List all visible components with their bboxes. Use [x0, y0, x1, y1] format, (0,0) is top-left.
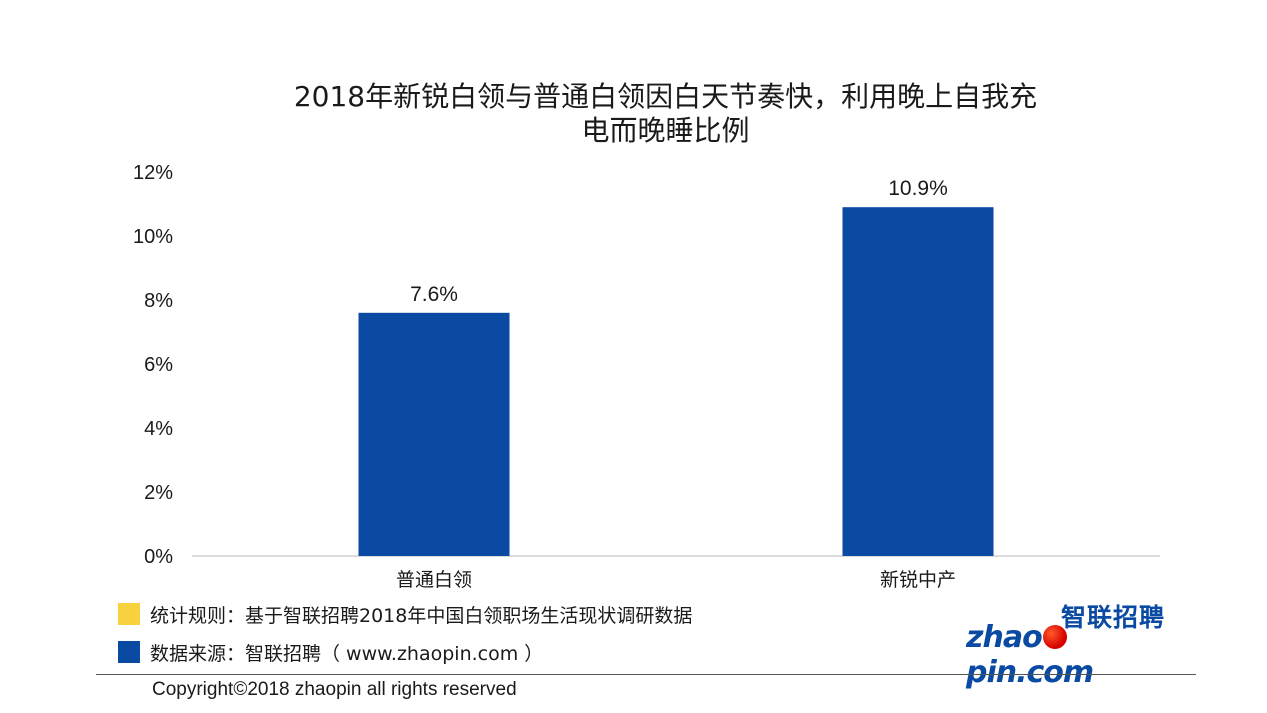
- footer-divider: [96, 674, 1196, 675]
- x-axis: 普通白领 新锐中产: [396, 569, 956, 591]
- chart-title-line1: 2018年新锐白领与普通白领因白天节奏快，利用晚上自我充: [293, 80, 1038, 113]
- y-tick-label: 12%: [133, 162, 173, 184]
- logo-dot-icon: [1042, 625, 1067, 649]
- bar: [842, 207, 994, 556]
- y-tick-label: 8%: [144, 290, 173, 312]
- y-tick-label: 10%: [133, 226, 173, 248]
- bars: 7.6% 10.9%: [358, 177, 994, 556]
- copyright-text: Copyright©2018 zhaopin all rights reserv…: [152, 679, 517, 700]
- x-tick-label: 普通白领: [396, 569, 472, 591]
- note-source-text: 数据来源：智联招聘（ www.zhaopin.com ）: [150, 642, 544, 665]
- zhaopin-logo: 智联招聘 zhaopin.com: [966, 598, 1171, 690]
- y-axis: 0% 2% 4% 6% 8% 10% 12%: [133, 162, 173, 568]
- chart-title-line2: 电而晚睡比例: [581, 114, 750, 147]
- data-label: 7.6%: [410, 283, 458, 306]
- data-label: 10.9%: [888, 177, 948, 200]
- note-rule-text: 统计规则：基于智联招聘2018年中国白领职场生活现状调研数据: [150, 604, 693, 627]
- source-swatch: [118, 641, 140, 663]
- note-rule: 统计规则：基于智联招聘2018年中国白领职场生活现状调研数据: [118, 600, 692, 628]
- logo-cn-text: 智联招聘: [1060, 603, 1165, 632]
- y-tick-label: 6%: [144, 354, 173, 376]
- rule-swatch: [118, 603, 140, 625]
- note-source: 数据来源：智联招聘（ www.zhaopin.com ）: [118, 638, 543, 666]
- logo-en-right: pin.com: [966, 655, 1094, 690]
- y-tick-label: 2%: [144, 482, 173, 504]
- x-tick-label: 新锐中产: [880, 569, 956, 591]
- y-tick-label: 0%: [144, 546, 173, 568]
- bar-chart: 0% 2% 4% 6% 8% 10% 12% 7.6% 10.9% 普通白领 新锐中产: [133, 162, 1160, 591]
- logo-en-text: zhaopin.com: [966, 620, 1171, 690]
- bar: [358, 312, 510, 556]
- chart-title: 2018年新锐白领与普通白领因白天节奏快，利用晚上自我充 电而晚睡比例: [0, 80, 1267, 148]
- y-tick-label: 4%: [144, 418, 173, 440]
- logo-en-left: zhao: [966, 620, 1043, 655]
